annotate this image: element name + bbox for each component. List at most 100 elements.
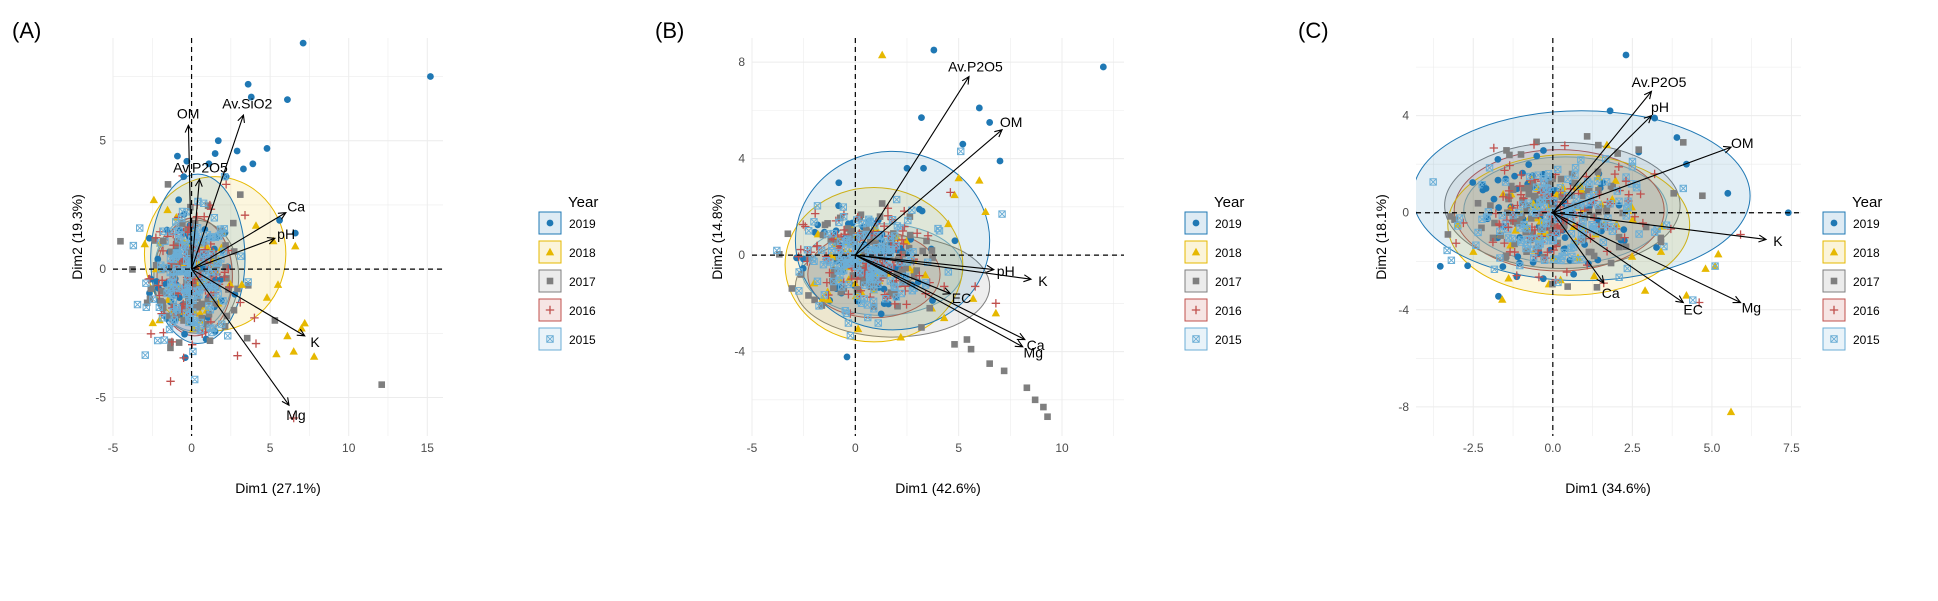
- y-tick-label: 4: [738, 152, 745, 166]
- point-2015: [213, 282, 222, 290]
- point-2016: [796, 245, 805, 254]
- y-tick-label: 8: [738, 55, 745, 69]
- point-2015: [218, 320, 226, 328]
- point-2019: [1464, 262, 1472, 270]
- legend-title: Year: [1214, 194, 1244, 211]
- vector-arrow-ca: [191, 211, 287, 270]
- point-2016: [799, 220, 808, 229]
- point-2016: [1614, 162, 1623, 171]
- point-2017: [1506, 151, 1513, 159]
- point-2017: [1603, 204, 1611, 212]
- point-2017: [858, 265, 866, 273]
- x-tick-label: 5: [267, 441, 274, 455]
- point-2018: [1602, 140, 1612, 149]
- point-2015: [1613, 187, 1622, 195]
- point-2015: [172, 218, 180, 226]
- point-2015: [1516, 224, 1524, 232]
- point-2015: [836, 260, 844, 269]
- point-2019: [1495, 292, 1502, 300]
- x-tick-label: 10: [1055, 441, 1069, 455]
- y-tick-label: -4: [1398, 303, 1409, 317]
- point-2019: [146, 234, 153, 242]
- point-2017: [986, 360, 993, 367]
- point-2017: [929, 254, 936, 261]
- point-2015: [1552, 229, 1560, 238]
- point-2017: [872, 240, 879, 247]
- point-2015: [1615, 197, 1623, 205]
- point-2015: [803, 246, 812, 254]
- point-2016: [1530, 225, 1540, 235]
- point-2017: [1595, 208, 1602, 216]
- point-2017: [205, 310, 213, 318]
- point-2019: [249, 160, 257, 168]
- point-2015: [237, 252, 245, 260]
- point-2016: [902, 300, 911, 309]
- point-2017: [888, 289, 895, 297]
- point-2017: [158, 299, 166, 306]
- plot-area: [752, 38, 1124, 436]
- y-axis-label: Dim2 (19.3%): [69, 194, 85, 280]
- point-2015: [165, 325, 174, 334]
- point-2015: [1571, 171, 1579, 179]
- point-2016: [240, 210, 250, 220]
- point-2015: [1472, 241, 1480, 249]
- vector-arrow-mg: [855, 254, 1024, 348]
- point-2016: [1543, 247, 1552, 257]
- vector-arrow-mg: [1552, 212, 1742, 304]
- vector-label: EC: [952, 290, 971, 306]
- point-2018: [273, 280, 283, 288]
- point-2017: [890, 230, 897, 237]
- point-2017: [184, 246, 191, 254]
- point-2015: [1711, 262, 1719, 270]
- point-2015: [893, 222, 902, 230]
- y-axis-label: Dim2 (14.8%): [709, 194, 725, 280]
- vector-label: Ca: [1027, 337, 1045, 353]
- legend-marker-2015: [1192, 335, 1200, 343]
- point-2015: [805, 227, 813, 235]
- point-2017: [1444, 231, 1452, 238]
- point-2015: [1593, 177, 1602, 185]
- vector-arrow-om: [1552, 145, 1733, 214]
- point-2018: [968, 294, 978, 302]
- point-2015: [216, 225, 225, 233]
- point-2015: [1602, 178, 1611, 186]
- point-2019: [233, 147, 241, 155]
- point-2015: [136, 224, 144, 232]
- point-2017: [222, 242, 229, 249]
- point-2018: [272, 349, 281, 358]
- point-2018: [1498, 295, 1507, 303]
- y-tick-label: -5: [95, 390, 106, 404]
- point-2017: [910, 273, 918, 280]
- point-2017: [1520, 184, 1528, 192]
- legend-marker-2018: [1829, 247, 1839, 256]
- point-2018: [149, 195, 159, 204]
- point-2019: [211, 150, 219, 157]
- point-2015: [175, 226, 183, 235]
- point-2019: [835, 202, 843, 210]
- point-2016: [1500, 166, 1509, 175]
- point-2019: [1540, 147, 1547, 154]
- point-2017: [236, 191, 244, 198]
- point-2015: [998, 210, 1006, 218]
- point-2017: [159, 304, 167, 312]
- point-2017: [1571, 179, 1578, 187]
- y-tick-label: 0: [1402, 206, 1409, 220]
- legend-label: 2018: [1853, 246, 1880, 260]
- point-2015: [837, 283, 846, 291]
- point-2018: [944, 219, 953, 228]
- point-2017: [878, 200, 886, 207]
- point-2016: [1583, 260, 1592, 270]
- point-2016: [883, 211, 893, 221]
- point-2019: [244, 80, 252, 88]
- point-2018: [297, 323, 306, 332]
- point-2017: [204, 298, 212, 305]
- point-2019: [247, 93, 255, 101]
- point-2019: [1673, 134, 1681, 141]
- point-2017: [1023, 384, 1031, 392]
- point-2019: [1651, 114, 1659, 122]
- point-2015: [834, 267, 842, 275]
- point-2018: [289, 347, 298, 355]
- vector-label: Mg: [1742, 300, 1761, 316]
- legend-marker-2019: [546, 219, 554, 227]
- legend-label: 2018: [569, 246, 596, 260]
